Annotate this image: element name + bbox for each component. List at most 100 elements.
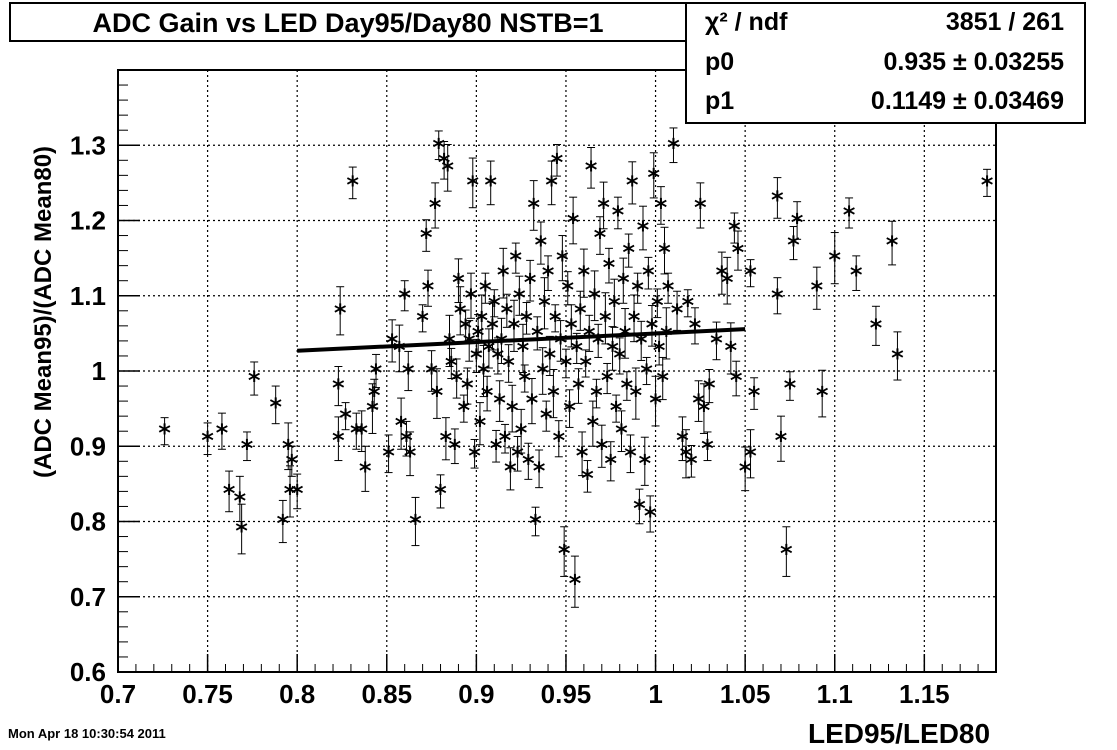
data-point: * <box>709 329 723 357</box>
data-point: * <box>510 442 524 470</box>
data-point: * <box>779 540 793 568</box>
data-point: * <box>774 427 788 455</box>
data-point: * <box>620 374 634 402</box>
stat-value: 0.1149 ± 0.03469 <box>870 87 1064 115</box>
data-point: * <box>627 306 641 334</box>
data-point: * <box>550 148 564 176</box>
data-point: * <box>247 367 261 395</box>
x-tick-label: 1.05 <box>720 679 771 709</box>
data-point: * <box>240 434 254 462</box>
data-point: * <box>544 171 558 199</box>
data-point: * <box>643 502 657 530</box>
data-point: * <box>401 359 415 387</box>
data-point: * <box>215 419 229 447</box>
data-point: * <box>518 367 532 395</box>
data-point: * <box>552 427 566 455</box>
data-point: * <box>607 291 621 319</box>
data-point: * <box>385 329 399 357</box>
stat-label: p0 <box>705 48 735 76</box>
fit-stats-box: χ² / ndf 3851 / 261 p0 0.935 ± 0.03255 p… <box>685 2 1086 124</box>
stat-value: 3851 / 261 <box>945 8 1064 36</box>
data-point: * <box>578 351 592 379</box>
data-point: * <box>285 449 299 477</box>
data-point: * <box>681 291 695 319</box>
data-point: * <box>702 374 716 402</box>
data-point: * <box>616 269 630 297</box>
chart-title: ADC Gain vs LED Day95/Day80 NSTB=1 <box>92 8 604 38</box>
data-point: * <box>654 193 668 221</box>
data-point: * <box>724 336 738 364</box>
data-point: * <box>283 479 297 507</box>
data-point: * <box>729 367 743 395</box>
data-point: * <box>290 479 304 507</box>
data-point: * <box>451 269 465 297</box>
x-tick-label: 1.1 <box>817 679 853 709</box>
data-point: * <box>630 276 644 304</box>
data-point: * <box>629 382 643 410</box>
data-point: * <box>496 261 510 289</box>
data-point: * <box>650 291 664 319</box>
data-point: * <box>639 359 653 387</box>
data-point: * <box>432 133 446 161</box>
data-point: * <box>458 314 472 342</box>
data-point: * <box>394 412 408 440</box>
data-point: * <box>770 284 784 312</box>
data-point: * <box>596 193 610 221</box>
data-point: * <box>577 261 591 289</box>
y-tick-label: 0.6 <box>70 657 106 687</box>
data-point: * <box>573 299 587 327</box>
data-point: * <box>614 419 628 447</box>
data-point: * <box>786 231 800 259</box>
data-point: * <box>568 570 582 598</box>
data-point: * <box>743 261 757 289</box>
data-point: * <box>534 231 548 259</box>
x-tick-label: 1.15 <box>899 679 950 709</box>
data-point: * <box>720 269 734 297</box>
x-tick-label: 0.7 <box>100 679 136 709</box>
data-point: * <box>333 299 347 327</box>
data-point: * <box>505 397 519 425</box>
data-point: * <box>569 336 583 364</box>
data-point: * <box>655 367 669 395</box>
data-point: * <box>415 306 429 334</box>
stat-row-chi2: χ² / ndf 3851 / 261 <box>687 8 1084 46</box>
data-point: * <box>679 442 693 470</box>
data-point: * <box>652 336 666 364</box>
data-point: * <box>600 367 614 395</box>
y-tick-label: 1 <box>92 356 106 386</box>
data-point: * <box>670 299 684 327</box>
data-point: * <box>890 344 904 372</box>
data-point: * <box>419 224 433 252</box>
data-point: * <box>625 171 639 199</box>
data-point: * <box>584 156 598 184</box>
data-point: * <box>589 382 603 410</box>
data-point: * <box>476 359 490 387</box>
data-point: * <box>516 336 530 364</box>
data-point: * <box>587 284 601 312</box>
y-tick-label: 0.8 <box>70 507 106 537</box>
data-point: * <box>647 163 661 191</box>
data-point: * <box>467 442 481 470</box>
data-point: * <box>675 427 689 455</box>
data-point: * <box>392 336 406 364</box>
data-point: * <box>557 540 571 568</box>
data-point: * <box>492 389 506 417</box>
data-point: * <box>491 344 505 372</box>
data-point: * <box>453 299 467 327</box>
data-point: * <box>738 457 752 485</box>
data-point: * <box>530 321 544 349</box>
data-point: * <box>507 314 521 342</box>
data-point: * <box>369 359 383 387</box>
data-point: * <box>433 479 447 507</box>
data-point: * <box>691 389 705 417</box>
data-point: * <box>659 321 673 349</box>
data-point: * <box>580 464 594 492</box>
data-point: * <box>338 404 352 432</box>
y-tick-label: 1.1 <box>70 281 106 311</box>
data-point: * <box>602 254 616 282</box>
data-point: * <box>535 359 549 387</box>
y-axis-label: (ADC Mean95)/(ADC Mean80) <box>30 145 57 478</box>
data-point: * <box>358 457 372 485</box>
data-point: * <box>200 427 214 455</box>
data-point: * <box>498 427 512 455</box>
